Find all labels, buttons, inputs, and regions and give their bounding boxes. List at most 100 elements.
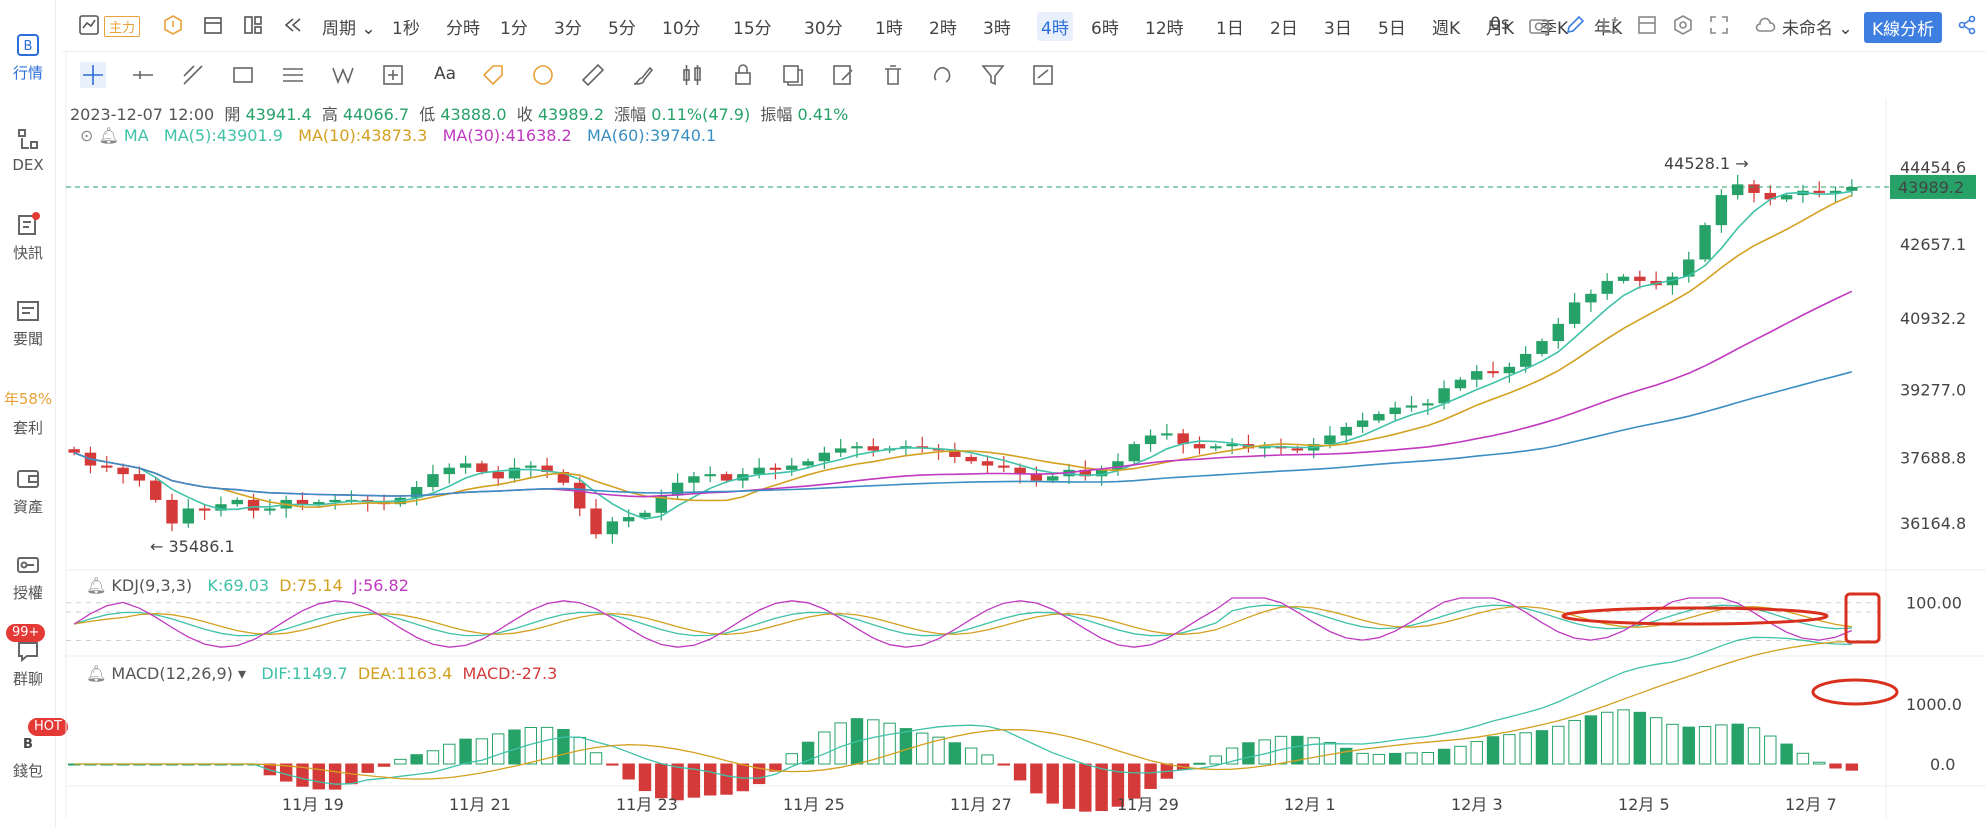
interval-3[interactable]: 3分: [554, 19, 582, 39]
candle-body: [264, 508, 276, 511]
sidebar-item-dex[interactable]: DEX: [0, 126, 56, 174]
macd-bar: [1128, 763, 1141, 799]
calendar-icon[interactable]: [202, 14, 224, 36]
macd-zero-label: 0.0: [1930, 755, 1955, 774]
svg-text:B: B: [24, 39, 33, 54]
ruler-icon[interactable]: [580, 62, 606, 88]
trend-line-icon[interactable]: [180, 62, 206, 88]
interval-10[interactable]: 3時: [983, 19, 1011, 39]
ma60-value: MA(60):39740.1: [587, 126, 717, 145]
macd-bar: [1046, 763, 1059, 804]
interval-15[interactable]: 2日: [1270, 19, 1298, 39]
sidebar-item-assets[interactable]: 資產: [0, 466, 56, 517]
bitcoin-wallet-icon: B: [23, 737, 33, 752]
macd-bar: [1274, 735, 1288, 765]
cloud-icon[interactable]: [1754, 14, 1776, 36]
sidebar-item-arbitrage[interactable]: 年58% 套利: [0, 388, 56, 438]
interval-4[interactable]: 5分: [608, 19, 636, 39]
period-dropdown[interactable]: 周期 ⌄: [322, 19, 376, 39]
candle-body: [1112, 461, 1124, 470]
interval-0[interactable]: 1秒: [392, 19, 420, 39]
interval-16[interactable]: 3日: [1324, 19, 1352, 39]
filter-icon[interactable]: [980, 62, 1006, 88]
candle-body: [1503, 366, 1516, 374]
interval-20[interactable]: 季K: [1540, 19, 1569, 39]
candle-pattern-icon[interactable]: [680, 62, 706, 88]
left-sidebar: B 行情 DEX 快訊 要聞 年58% 套利 資產 授權 99+ 群聊 HOT …: [0, 0, 68, 828]
sidebar-item-wallet[interactable]: HOT B 錢包: [0, 718, 68, 781]
chart-type-icon[interactable]: [78, 14, 100, 36]
candle-body: [1014, 467, 1026, 475]
interval-6[interactable]: 15分: [733, 19, 772, 39]
layout-icon[interactable]: [242, 14, 264, 36]
settings-icon[interactable]: [1672, 14, 1694, 36]
sidebar-item-chat[interactable]: 99+ 群聊: [0, 624, 56, 689]
candle-body: [981, 461, 994, 466]
main-force-tag[interactable]: 主力: [104, 16, 141, 37]
interval-1[interactable]: 分時: [446, 19, 480, 39]
bell-icon[interactable]: 🔔︎: [98, 126, 119, 145]
collapse-icon[interactable]: ⊙: [80, 126, 94, 145]
brush-icon[interactable]: [630, 62, 656, 88]
ma-name[interactable]: MA: [123, 126, 149, 145]
bell-icon[interactable]: 🔔︎: [86, 664, 107, 683]
rectangle-icon[interactable]: [230, 62, 256, 88]
interval-17[interactable]: 5日: [1378, 19, 1406, 39]
crosshair-icon[interactable]: [80, 62, 106, 88]
hexagon-alert-icon[interactable]: [162, 14, 184, 36]
magnet-icon[interactable]: [930, 62, 956, 88]
interval-2[interactable]: 1分: [500, 19, 528, 39]
interval-19[interactable]: 月K: [1486, 19, 1515, 39]
macd-bar: [1421, 752, 1435, 765]
add-indicator-icon[interactable]: [1600, 14, 1622, 36]
copy-icon[interactable]: [780, 62, 806, 88]
candle-body: [1177, 433, 1189, 445]
interval-7[interactable]: 30分: [804, 19, 843, 39]
sync-icon[interactable]: [1030, 62, 1056, 88]
macd-bar: [916, 732, 929, 765]
interval-8[interactable]: 1時: [875, 19, 903, 39]
interval-12[interactable]: 6時: [1091, 19, 1119, 39]
sidebar-item-market[interactable]: B 行情: [0, 32, 56, 83]
rewind-icon[interactable]: [282, 14, 304, 36]
edit-note-icon[interactable]: [830, 62, 856, 88]
horizontal-line-icon[interactable]: [130, 62, 156, 88]
text-tool[interactable]: Aa: [434, 64, 457, 84]
share-icon[interactable]: [1956, 14, 1978, 36]
interval-11[interactable]: 4時: [1037, 12, 1073, 41]
coin-tag-icon[interactable]: [530, 62, 556, 88]
sidebar-item-flash-news[interactable]: 快訊: [0, 212, 56, 263]
macd-bar: [491, 733, 505, 765]
kline-analysis-button[interactable]: K線分析: [1864, 12, 1943, 43]
bell-icon[interactable]: 🔔︎: [86, 576, 107, 595]
lock-icon[interactable]: [730, 62, 756, 88]
layout-name-dropdown[interactable]: 未命名 ⌄: [1782, 19, 1853, 39]
wave-pattern-icon[interactable]: [330, 62, 356, 88]
measure-icon[interactable]: [380, 62, 406, 88]
pencil-icon[interactable]: [1564, 14, 1586, 36]
kdj-d-line: [74, 605, 1852, 636]
macd-bar: [801, 741, 815, 765]
camera-icon[interactable]: [1528, 14, 1550, 36]
interval-5[interactable]: 10分: [662, 19, 701, 39]
kdj-name[interactable]: KDJ(9,3,3): [111, 576, 193, 595]
macd-bar: [1144, 763, 1157, 789]
macd-bar: [410, 754, 423, 765]
interval-9[interactable]: 2時: [929, 19, 957, 39]
template-icon[interactable]: [1636, 14, 1658, 36]
chevron-down-icon[interactable]: ▾: [238, 664, 247, 683]
macd-name[interactable]: MACD(12,26,9): [111, 664, 233, 683]
interval-13[interactable]: 12時: [1145, 19, 1184, 39]
macd-bar: [1519, 732, 1532, 765]
interval-14[interactable]: 1日: [1216, 19, 1244, 39]
interval-21[interactable]: 年K: [1594, 19, 1623, 39]
trash-icon[interactable]: [880, 62, 906, 88]
fullscreen-icon[interactable]: [1708, 14, 1730, 36]
parallel-channel-icon[interactable]: [280, 62, 306, 88]
interval-18[interactable]: 週K: [1432, 19, 1461, 39]
sidebar-item-authorize[interactable]: 授權: [0, 552, 56, 603]
tag-icon[interactable]: [480, 62, 506, 88]
candle-body: [606, 521, 619, 535]
sidebar-item-news[interactable]: 要聞: [0, 298, 56, 349]
